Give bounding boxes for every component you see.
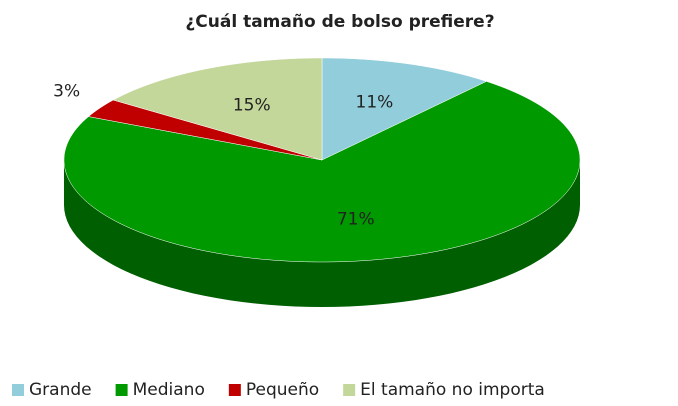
legend-swatch xyxy=(343,384,356,396)
legend-swatch xyxy=(115,384,128,396)
slice xyxy=(112,57,323,161)
chart-title: ¿Cuál tamaño de bolso prefiere? xyxy=(185,12,494,32)
data-label: 15% xyxy=(233,95,271,115)
legend-label: Pequeño xyxy=(246,380,319,400)
legend-swatch xyxy=(12,384,24,396)
legend-label: Grande xyxy=(29,380,92,400)
slice xyxy=(87,99,323,161)
legend-label: Mediano xyxy=(133,380,205,400)
slice-side xyxy=(64,160,580,307)
data-label: 11% xyxy=(356,92,394,112)
legend-label: El tamaño no importa xyxy=(360,380,545,400)
slice xyxy=(321,57,488,161)
data-label: 71% xyxy=(337,210,375,230)
slice xyxy=(63,81,581,263)
data-label: 3% xyxy=(53,81,80,101)
legend-swatch xyxy=(228,384,241,396)
